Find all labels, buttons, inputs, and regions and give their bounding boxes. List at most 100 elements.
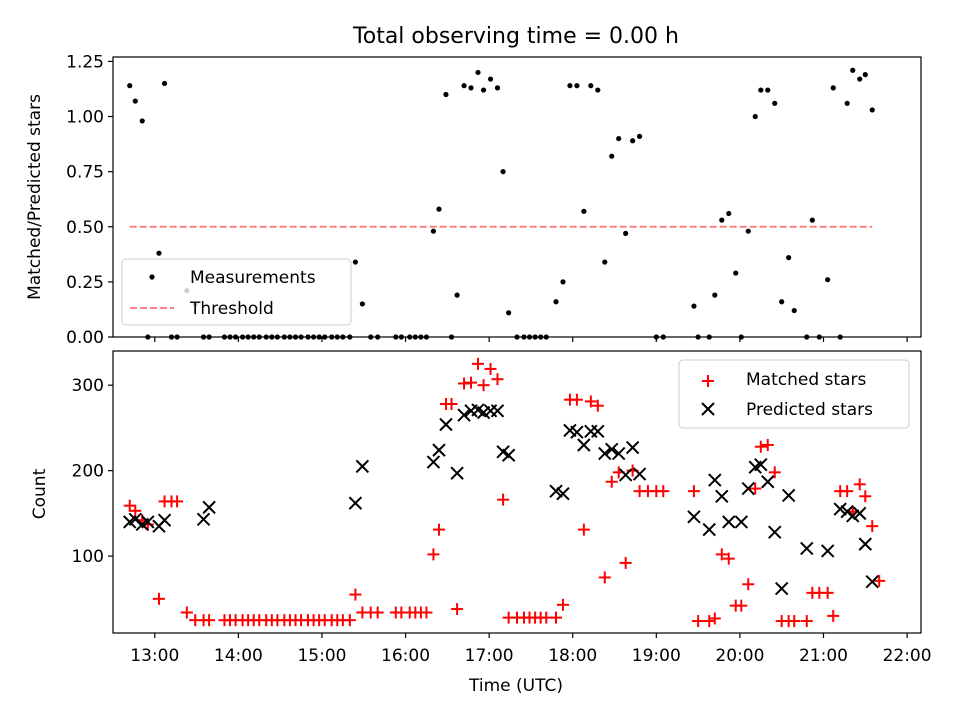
matched-stars-point — [598, 571, 611, 584]
matched-stars-point — [754, 440, 767, 453]
predicted-stars-point — [202, 500, 216, 515]
matched-stars-point — [577, 523, 590, 536]
predicted-stars-point — [549, 484, 563, 498]
top-plot-frame — [112, 56, 922, 338]
matched-stars-point — [866, 520, 879, 533]
measurement-point — [436, 206, 442, 212]
measurement-point — [595, 87, 601, 93]
matched-stars-point — [800, 615, 813, 628]
bottom-ytick-label: 100 — [72, 547, 104, 567]
matched-stars-point — [484, 362, 497, 375]
predicted-stars-point — [858, 537, 872, 551]
predicted-stars-point — [846, 509, 860, 523]
measurement-point — [616, 135, 622, 142]
measurement-point — [139, 118, 145, 124]
matched-stars-point — [722, 552, 735, 565]
predicted-stars-point — [761, 475, 775, 489]
matched-stars-point — [859, 490, 872, 503]
predicted-stars-point — [348, 496, 363, 510]
matched-stars-point — [471, 357, 484, 370]
measurement-point — [132, 98, 138, 104]
matched-stars-point — [692, 615, 705, 628]
matched-stars-point — [123, 499, 136, 512]
measurement-point — [830, 85, 836, 91]
measurement-point — [352, 259, 358, 265]
predicted-stars-point — [450, 466, 464, 480]
measurement-point — [758, 87, 764, 93]
matched-stars-point — [605, 475, 618, 488]
matched-stars-point — [708, 612, 721, 625]
measurement-point — [786, 255, 792, 261]
measurement-point — [844, 100, 850, 106]
predicted-stars-point — [715, 489, 729, 503]
measurement-point — [862, 72, 868, 78]
bottom-xtick-label: 18:00 — [548, 646, 597, 666]
matched-stars-point — [427, 548, 440, 561]
measurement-point — [779, 299, 785, 305]
predicted-stars-point — [781, 488, 796, 503]
measurement-point — [581, 208, 587, 214]
predicted-stars-point — [439, 417, 453, 432]
measurement-point — [745, 228, 751, 234]
bottom-xtick-label: 20:00 — [715, 646, 764, 666]
measurement-point — [733, 270, 739, 276]
predicted-stars-point — [457, 408, 471, 422]
matched-stars-point — [619, 556, 632, 569]
top-plot-area: 0.00 0.25 0.50 0.75 1.00 1.25 — [66, 52, 922, 348]
predicted-stars-point — [632, 467, 647, 481]
measurement-point — [809, 217, 815, 223]
bottom-xtick-label: 19:00 — [632, 646, 681, 666]
measurement-point — [869, 107, 875, 113]
predicted-stars-point — [490, 404, 505, 418]
predicted-stars-point — [768, 525, 782, 539]
measurement-point — [500, 169, 506, 175]
bottom-ytick-label: 300 — [72, 376, 104, 396]
measurement-point — [359, 301, 365, 307]
top-y-axis-label: Matched/Predicted stars — [25, 94, 45, 300]
predicted-stars-point — [157, 513, 172, 527]
measurement-point — [156, 250, 162, 256]
measurement-point — [574, 83, 580, 89]
matched-stars-point — [141, 518, 154, 531]
measurement-point — [857, 76, 863, 82]
matched-stars-point — [841, 485, 854, 498]
matched-stars-point — [371, 606, 384, 619]
top-ytick-label: 0.75 — [66, 163, 104, 183]
predicted-stars-point — [556, 487, 570, 501]
matched-stars-point — [703, 615, 716, 628]
bottom-legend: Matched stars Predicted stars — [678, 359, 910, 429]
matched-stars-point — [687, 485, 700, 498]
predicted-stars-point — [774, 581, 789, 596]
measurement-point — [494, 85, 501, 91]
top-legend-box — [121, 258, 352, 326]
legend-predicted-marker — [701, 402, 715, 416]
predicted-stars-point — [591, 424, 605, 439]
predicted-stars-point — [800, 541, 814, 556]
measurement-point — [719, 217, 725, 223]
predicted-stars-point — [577, 438, 591, 452]
bottom-xtick-label: 16:00 — [381, 646, 430, 666]
measurement-point — [752, 113, 758, 120]
measurement-point — [726, 210, 732, 217]
predicted-stars-point — [196, 512, 211, 527]
bottom-plot-area: 100 200 300 13:00 14:00 15:00 16:00 17:00 18:00 1… — [72, 350, 932, 666]
measurement-point — [712, 292, 718, 298]
predicted-stars-point — [708, 473, 722, 487]
matched-stars-point — [788, 615, 801, 628]
bottom-xtick-label: 13:00 — [130, 646, 179, 666]
predicted-stars-point — [432, 443, 446, 457]
measurement-point — [588, 83, 594, 89]
measurement-point — [691, 303, 697, 309]
predicted-stars-point — [687, 510, 701, 524]
predicted-stars-point — [501, 448, 516, 462]
matched-stars-point — [477, 379, 490, 392]
matched-stars-point — [761, 439, 774, 451]
matched-stars-point — [735, 599, 748, 612]
matched-stars-point — [420, 606, 433, 619]
measurement-point — [850, 67, 856, 73]
predicted-stars-point — [426, 455, 441, 469]
matched-stars-point — [591, 399, 604, 412]
predicted-stars-point — [618, 468, 633, 482]
matched-stars-point — [349, 588, 362, 601]
